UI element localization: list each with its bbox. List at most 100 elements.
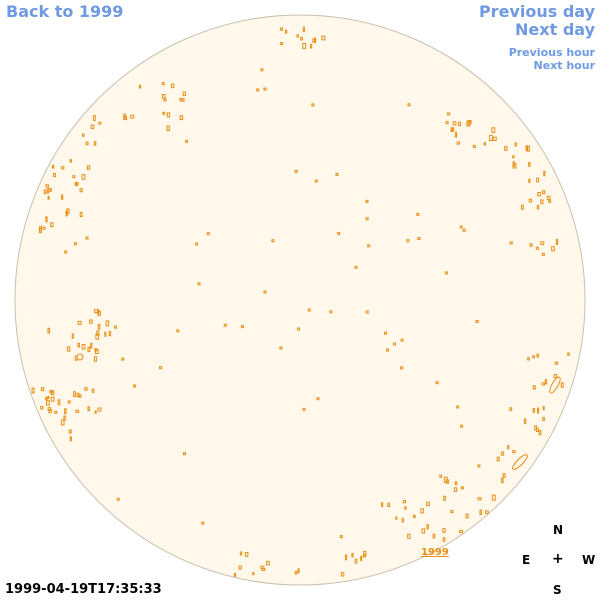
feature-mark — [310, 43, 313, 49]
feature-mark — [45, 396, 48, 401]
feature-mark — [501, 477, 504, 484]
feature-mark — [525, 145, 529, 151]
feature-mark — [502, 473, 506, 478]
compass-west: W — [582, 553, 596, 567]
feature-mark — [176, 329, 180, 333]
feature-mark — [67, 346, 71, 352]
feature-mark — [260, 68, 264, 72]
feature-mark — [302, 407, 306, 411]
feature-mark — [535, 246, 539, 250]
year-marker-link[interactable]: 1999 — [421, 547, 449, 558]
feature-mark — [354, 265, 358, 269]
feature-mark — [121, 357, 125, 361]
feature-mark — [72, 175, 76, 179]
feature-mark — [96, 330, 100, 336]
feature-mark — [321, 35, 326, 41]
feature-mark — [79, 211, 83, 217]
feature-mark — [527, 357, 530, 361]
feature-mark — [362, 554, 366, 558]
feature-mark — [567, 352, 570, 356]
feature-mark — [244, 552, 249, 557]
previous-day-link[interactable]: Previous day — [478, 2, 595, 21]
compass-south: S — [553, 583, 562, 597]
feature-mark — [344, 554, 348, 561]
feature-mark — [47, 188, 50, 194]
feature-mark — [507, 445, 510, 450]
feature-mark — [280, 42, 284, 45]
feature-mark — [307, 308, 311, 312]
observation-timestamp: 1999-04-19T17:35:33 — [5, 582, 162, 597]
feature-mark — [339, 535, 343, 539]
previous-hour-link[interactable]: Previous hour — [508, 46, 595, 59]
feature-mark — [536, 205, 540, 210]
feature-mark — [536, 177, 540, 183]
next-day-link[interactable]: Next day — [515, 20, 595, 39]
feature-mark — [335, 172, 339, 176]
feature-mark — [365, 217, 369, 221]
feature-mark — [170, 83, 175, 89]
feature-mark — [84, 387, 88, 391]
feature-mark — [201, 521, 205, 525]
feature-mark — [512, 163, 517, 169]
feature-mark — [90, 342, 93, 349]
feature-mark — [114, 325, 117, 329]
feature-mark — [457, 121, 461, 127]
feature-mark — [263, 87, 267, 91]
feature-mark — [69, 436, 72, 442]
feature-mark — [74, 182, 79, 186]
feature-mark — [491, 127, 496, 133]
feature-mark — [521, 204, 524, 210]
feature-mark — [302, 26, 305, 33]
feature-mark — [500, 451, 505, 456]
next-hour-link[interactable]: Next hour — [533, 59, 596, 72]
feature-mark — [297, 568, 300, 574]
feature-mark — [86, 165, 91, 170]
feature-mark — [294, 169, 298, 173]
feature-mark — [421, 528, 426, 534]
feature-mark — [400, 338, 404, 342]
feature-mark — [537, 192, 542, 197]
feature-mark — [81, 344, 86, 350]
feature-mark — [363, 550, 367, 557]
feature-mark — [297, 327, 301, 331]
feature-mark — [536, 353, 540, 358]
feature-mark — [87, 406, 90, 411]
feature-mark — [302, 43, 307, 49]
feature-mark — [47, 195, 50, 200]
feature-mark — [76, 392, 80, 398]
feature-mark — [94, 410, 97, 414]
feature-mark — [163, 98, 167, 102]
feature-mark — [475, 320, 479, 323]
feature-mark — [97, 323, 101, 330]
feature-mark — [365, 310, 369, 314]
feature-mark — [337, 231, 341, 235]
feature-mark — [351, 553, 354, 558]
feature-mark — [532, 385, 536, 390]
feature-mark — [329, 310, 333, 314]
feature-mark — [466, 120, 470, 126]
feature-mark — [509, 407, 513, 411]
feature-mark — [416, 212, 420, 216]
feature-mark — [279, 346, 283, 350]
feature-mark — [537, 407, 540, 414]
feature-mark — [40, 406, 44, 410]
feature-mark — [402, 499, 407, 504]
feature-mark — [420, 508, 424, 514]
back-to-year-link[interactable]: Back to 1999 — [6, 2, 124, 21]
feature-loop — [549, 376, 561, 394]
feature-mark — [54, 410, 58, 414]
feature-mark — [413, 514, 416, 519]
feature-mark — [465, 513, 469, 519]
feature-mark — [435, 381, 439, 385]
feature-mark — [452, 121, 457, 126]
feature-mark — [544, 379, 548, 385]
feature-mark — [50, 396, 55, 402]
feature-mark — [77, 342, 81, 348]
feature-mark — [195, 242, 199, 246]
feature-mark — [166, 125, 170, 132]
feature-mark — [73, 391, 76, 398]
feature-mark — [133, 384, 137, 388]
feature-mark — [479, 509, 482, 515]
